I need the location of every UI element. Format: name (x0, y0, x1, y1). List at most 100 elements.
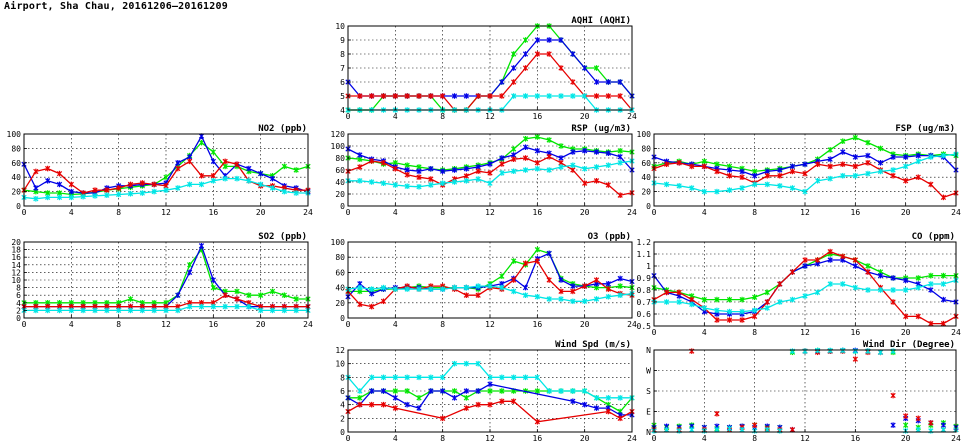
x-tick-label: 4 (393, 434, 398, 443)
data-point (676, 289, 682, 296)
data-point (605, 408, 611, 415)
data-point (357, 401, 363, 408)
data-point (714, 296, 720, 303)
data-point (269, 185, 276, 191)
data-point (726, 296, 733, 303)
data-point (593, 65, 600, 71)
data-point (534, 93, 540, 99)
x-tick-label: 16 (209, 320, 219, 329)
data-point (522, 284, 529, 291)
x-tick-label: 24 (951, 434, 961, 443)
data-point (534, 258, 540, 264)
data-point (852, 163, 858, 170)
y-tick-label: 0.6 (637, 310, 652, 319)
data-point (890, 275, 896, 281)
data-point (852, 257, 858, 263)
data-point (281, 188, 287, 195)
data-point (139, 190, 145, 196)
data-point (357, 388, 363, 394)
y-tick-label: 80 (11, 144, 21, 153)
data-point (663, 181, 670, 188)
y-tick-label: 100 (331, 142, 346, 151)
data-point (534, 134, 540, 140)
data-point (570, 283, 576, 289)
data-point (582, 283, 588, 289)
data-point (499, 79, 505, 85)
data-point (499, 273, 505, 279)
x-tick-label: 4 (702, 434, 707, 443)
data-point (246, 178, 252, 184)
data-point (546, 51, 552, 57)
data-point (511, 374, 517, 381)
data-point (546, 93, 552, 99)
data-point (33, 196, 39, 202)
data-point (451, 284, 458, 291)
data-point (33, 185, 39, 191)
x-tick-label: 0 (22, 320, 27, 329)
data-point (714, 188, 720, 195)
data-point (68, 181, 74, 188)
data-point (764, 299, 770, 305)
data-point (511, 288, 517, 295)
data-point (605, 150, 611, 156)
data-point (234, 161, 240, 168)
series-cyan (651, 277, 959, 315)
data-point (928, 181, 934, 188)
data-point (570, 51, 576, 57)
data-point (428, 166, 434, 172)
data-point (802, 188, 808, 195)
data-point (392, 388, 398, 394)
data-point (269, 307, 276, 314)
data-point (222, 292, 228, 298)
y-tick-label: 7 (340, 64, 345, 73)
data-point (33, 307, 39, 314)
x-tick-label: 0 (22, 208, 27, 217)
x-tick-label: 8 (440, 320, 445, 329)
data-point (903, 154, 909, 160)
y-tick-label: 1 (646, 262, 651, 271)
data-point (522, 155, 529, 161)
data-point (163, 307, 169, 314)
data-point (558, 296, 564, 302)
data-point (582, 65, 588, 71)
data-point (116, 191, 122, 198)
data-point (222, 303, 228, 310)
data-point (814, 161, 821, 168)
data-point (281, 307, 287, 314)
data-point (558, 155, 564, 161)
data-point (104, 307, 110, 314)
data-point (752, 181, 758, 188)
data-point (903, 163, 909, 170)
data-point (582, 401, 588, 408)
data-point (617, 395, 623, 401)
data-point (777, 299, 783, 305)
data-point (222, 158, 228, 165)
data-point (404, 388, 410, 394)
data-point (499, 398, 505, 405)
data-point (428, 182, 434, 188)
data-point (440, 168, 446, 174)
data-point (915, 313, 921, 320)
data-point (726, 172, 733, 179)
data-point (802, 170, 808, 177)
x-tick-label: 20 (901, 434, 911, 443)
x-tick-label: 16 (209, 208, 219, 217)
y-tick-label: 0.5 (637, 322, 652, 331)
data-point (764, 289, 770, 296)
y-tick-label: 2 (340, 414, 345, 423)
data-point (463, 173, 469, 179)
data-point (369, 303, 375, 310)
data-point (475, 401, 481, 408)
data-point (865, 263, 871, 269)
data-point (840, 138, 846, 144)
data-point (558, 93, 564, 99)
data-point (789, 168, 796, 175)
data-point (428, 176, 434, 182)
data-point (714, 317, 720, 323)
data-point (293, 296, 299, 302)
data-point (151, 307, 157, 314)
y-tick-label: 0.9 (637, 274, 652, 283)
x-tick-label: 4 (69, 320, 74, 329)
chart-fsp: 0 4 8 12 16 20 24 0 20 40 60 80 100 FSP (ug/m3) (637, 124, 961, 217)
